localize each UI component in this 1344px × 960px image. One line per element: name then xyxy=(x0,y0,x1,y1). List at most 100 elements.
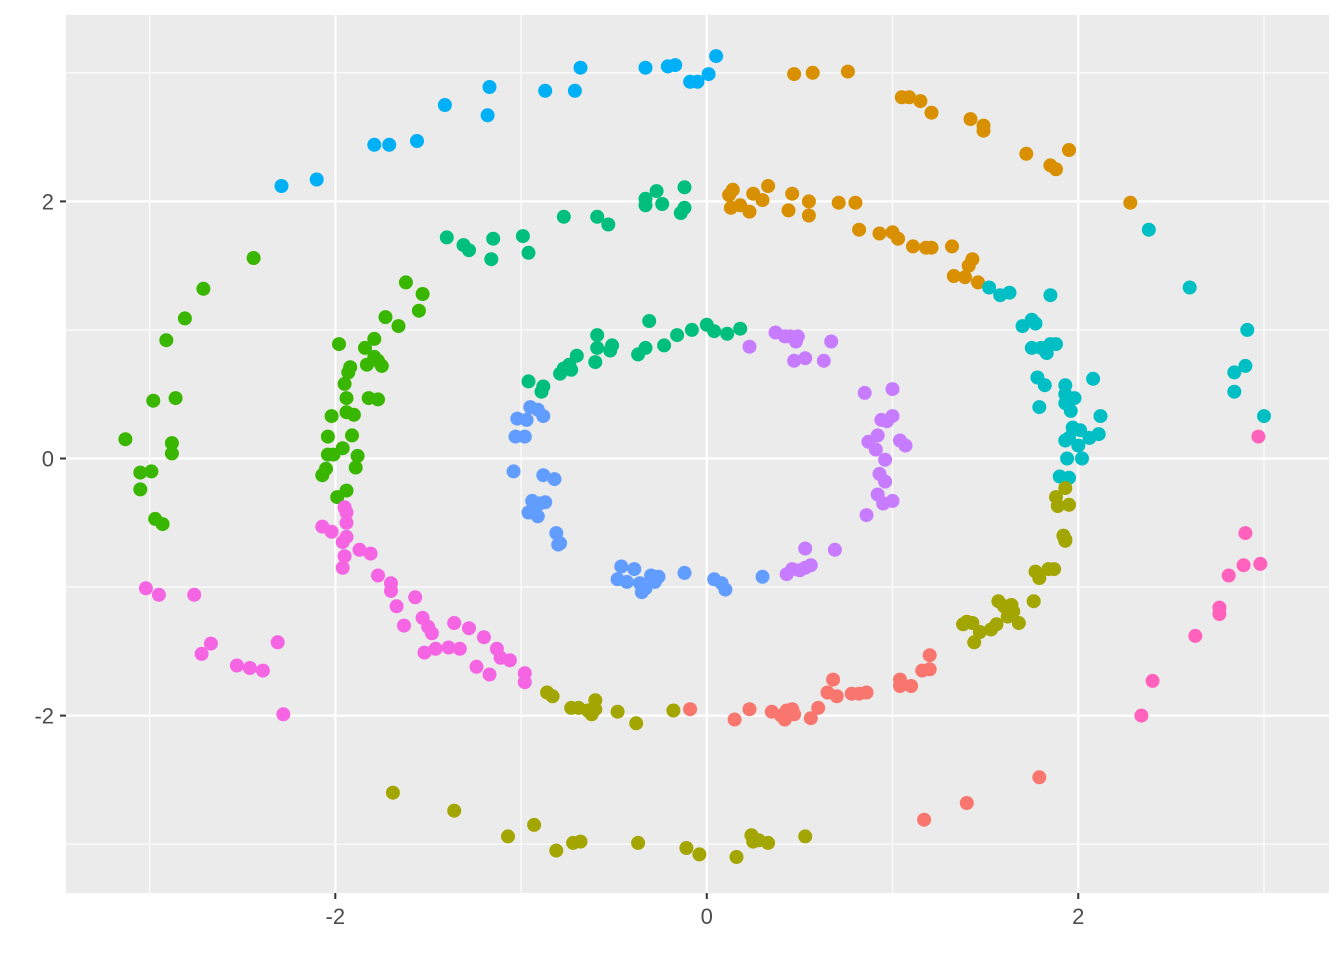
data-point xyxy=(348,460,363,475)
data-point xyxy=(482,667,497,682)
data-point xyxy=(1251,429,1266,444)
data-point xyxy=(573,60,588,75)
data-point xyxy=(655,197,670,211)
data-point xyxy=(177,311,192,326)
data-point xyxy=(725,182,740,197)
x-tick-label: 0 xyxy=(701,904,713,929)
data-point xyxy=(683,702,698,717)
data-point xyxy=(588,693,603,708)
data-point xyxy=(337,549,352,564)
data-point xyxy=(963,112,978,127)
data-point xyxy=(878,452,893,467)
data-point xyxy=(610,704,625,719)
data-point xyxy=(1086,371,1101,386)
data-point xyxy=(398,275,413,290)
data-point xyxy=(410,134,424,148)
data-point xyxy=(196,281,211,296)
data-point xyxy=(133,465,148,480)
data-point xyxy=(319,461,333,476)
data-point xyxy=(335,441,350,456)
data-point xyxy=(961,258,976,273)
data-point xyxy=(891,231,906,246)
data-point xyxy=(971,275,985,290)
data-point xyxy=(367,331,382,346)
data-point xyxy=(801,208,816,223)
data-point xyxy=(798,351,813,366)
data-point xyxy=(203,636,218,651)
data-point xyxy=(1049,162,1063,177)
data-point xyxy=(677,200,692,215)
data-point xyxy=(976,123,991,138)
data-point xyxy=(517,675,532,690)
data-point xyxy=(781,203,796,218)
data-point xyxy=(1062,143,1076,157)
data-point xyxy=(945,239,959,254)
data-point xyxy=(619,574,634,589)
data-point xyxy=(1071,438,1086,453)
data-point xyxy=(967,635,982,650)
data-point xyxy=(631,835,646,850)
data-point xyxy=(803,711,818,726)
data-point xyxy=(816,353,831,368)
data-point xyxy=(411,303,426,318)
data-point xyxy=(1227,384,1242,399)
y-axis: -2 0 2 xyxy=(34,189,66,729)
data-point xyxy=(668,58,683,73)
data-point xyxy=(515,229,530,244)
data-point xyxy=(761,179,776,193)
data-point xyxy=(363,546,378,561)
data-point xyxy=(1093,409,1108,424)
data-point xyxy=(391,319,406,334)
data-point xyxy=(946,269,961,283)
data-point xyxy=(337,376,352,391)
data-point xyxy=(415,287,430,301)
data-point xyxy=(868,442,883,457)
data-point xyxy=(787,707,802,722)
data-point xyxy=(521,374,536,389)
data-point xyxy=(501,829,515,844)
data-point xyxy=(309,172,324,187)
panel-background xyxy=(66,15,1329,893)
data-point xyxy=(870,428,885,443)
data-point xyxy=(924,105,939,120)
data-point xyxy=(779,567,794,582)
data-point xyxy=(358,340,372,355)
data-point xyxy=(573,834,588,849)
data-point xyxy=(1123,195,1138,210)
data-point xyxy=(437,98,452,112)
data-point xyxy=(270,635,285,650)
data-point xyxy=(549,843,564,858)
data-point xyxy=(893,679,907,693)
data-point xyxy=(146,393,161,408)
data-point xyxy=(1075,451,1089,466)
data-point xyxy=(885,382,900,397)
data-point xyxy=(1019,146,1034,161)
data-point xyxy=(692,847,707,862)
data-point xyxy=(984,622,998,637)
data-point xyxy=(462,243,476,258)
data-point xyxy=(1212,607,1227,621)
data-point xyxy=(517,429,532,444)
data-point xyxy=(397,618,411,633)
data-point xyxy=(519,412,534,427)
data-point xyxy=(811,700,826,715)
data-point xyxy=(742,204,757,219)
data-point xyxy=(798,829,813,844)
data-point xyxy=(521,245,536,260)
data-point xyxy=(956,617,971,632)
data-point xyxy=(922,648,937,663)
data-point xyxy=(761,835,776,850)
data-point xyxy=(1253,556,1268,571)
data-point xyxy=(144,464,159,479)
data-point xyxy=(345,428,359,443)
data-point xyxy=(384,583,398,598)
data-point xyxy=(389,599,404,614)
data-point xyxy=(859,685,874,700)
data-point xyxy=(506,464,521,479)
data-point xyxy=(1091,427,1106,442)
data-point xyxy=(1221,568,1236,583)
data-point xyxy=(486,231,501,246)
data-point xyxy=(538,495,553,510)
data-point xyxy=(787,353,802,368)
data-point xyxy=(729,850,744,864)
